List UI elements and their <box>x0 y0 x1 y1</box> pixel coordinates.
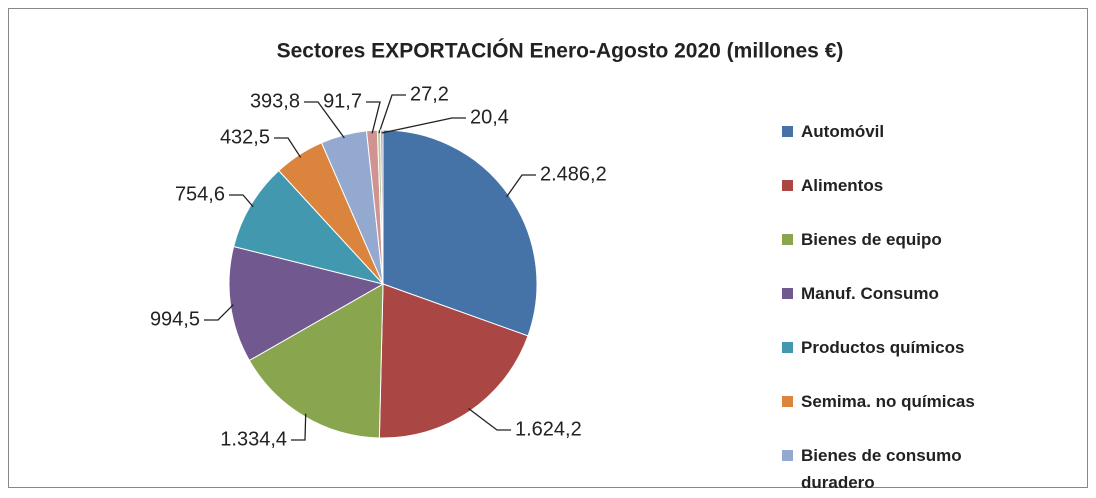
legend-swatch <box>782 342 793 353</box>
data-label: 1.624,2 <box>515 418 582 440</box>
pie-slice <box>380 129 384 285</box>
legend-swatch <box>782 396 793 407</box>
legend-swatch <box>782 126 793 137</box>
chart-title: Sectores EXPORTACIÓN Enero-Agosto 2020 (… <box>277 39 844 63</box>
leader-line <box>366 101 381 134</box>
data-label: 754,6 <box>175 183 225 205</box>
legend-label: Semima. no químicas <box>801 392 975 411</box>
leader-line <box>468 407 511 431</box>
legend-swatch <box>782 450 793 461</box>
legend-swatch <box>782 180 793 191</box>
page: Sectores EXPORTACIÓN Enero-Agosto 2020 (… <box>8 8 1088 492</box>
legend-label: Bienes de equipo <box>801 230 942 249</box>
legend: Automóvil Alimentos Bienes de equipo Manuf.… <box>782 120 1022 498</box>
leader-line <box>204 304 234 321</box>
legend-swatch <box>782 234 793 245</box>
legend-item: Bienes de consumo duradero <box>782 444 1022 498</box>
data-label: 91,7 <box>323 90 362 112</box>
leader-line <box>229 194 254 208</box>
pie-slice <box>382 129 538 337</box>
legend-label: Productos químicos <box>801 338 965 357</box>
pie-slice <box>233 169 385 285</box>
leader-line <box>381 117 466 134</box>
legend-item: Alimentos <box>782 174 1022 228</box>
data-label: 20,4 <box>470 106 509 128</box>
chart: Sectores EXPORTACIÓN Enero-Agosto 2020 (… <box>150 39 844 451</box>
legend-label: Bienes de consumo duradero <box>801 446 962 492</box>
legend-item: Manuf. Consumo <box>782 282 1022 336</box>
legend-item: Bienes de equipo <box>782 228 1022 282</box>
legend-label: Alimentos <box>801 176 884 195</box>
pie-slice <box>378 283 529 439</box>
leader-line <box>304 101 345 139</box>
legend-item: Semima. no químicas <box>782 390 1022 444</box>
legend-swatch <box>782 288 793 299</box>
leader-line <box>274 137 302 158</box>
leader-line <box>378 94 406 134</box>
legend-item: Automóvil <box>782 120 1022 174</box>
leader-line <box>291 413 307 441</box>
data-label: 27,2 <box>410 83 449 105</box>
leader-line <box>505 174 536 198</box>
legend-label: Manuf. Consumo <box>801 284 939 303</box>
pie-slice <box>228 245 385 362</box>
data-label: 1.334,4 <box>220 428 287 450</box>
data-label: 432,5 <box>220 126 270 148</box>
legend-item: Productos químicos <box>782 336 1022 390</box>
pie-slice <box>248 283 384 439</box>
data-label: 2.486,2 <box>540 163 607 185</box>
legend-label: Automóvil <box>801 122 885 141</box>
data-label: 994,5 <box>150 308 200 330</box>
data-label: 393,8 <box>250 90 300 112</box>
